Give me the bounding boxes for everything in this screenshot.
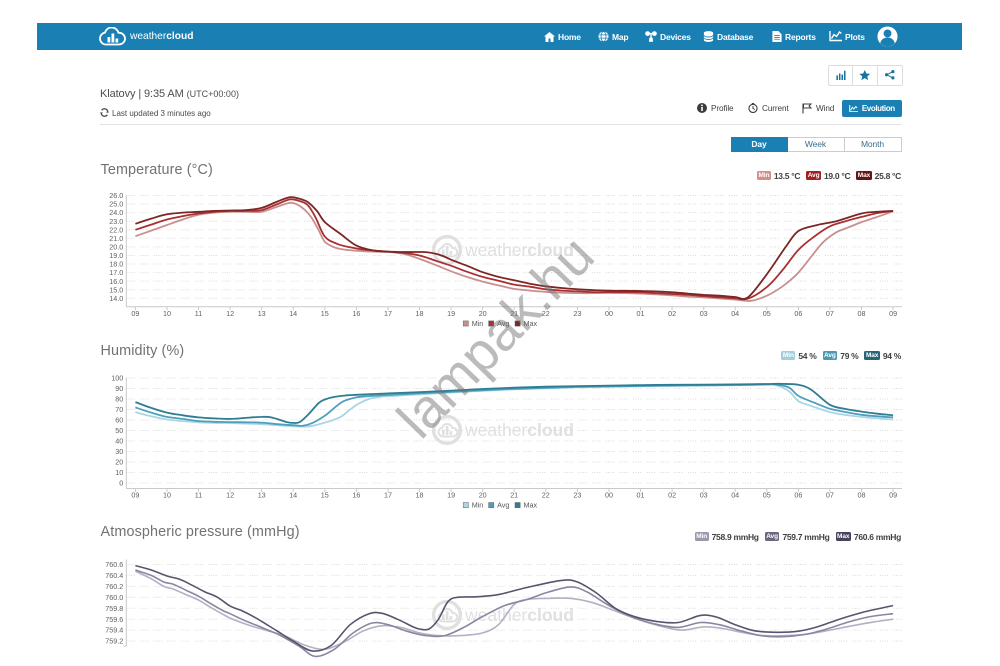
svg-text:17: 17 [384, 491, 392, 500]
svg-text:Min: Min [472, 501, 484, 510]
svg-text:19.0: 19.0 [109, 251, 123, 260]
svg-text:23.0: 23.0 [109, 217, 123, 226]
svg-text:01: 01 [637, 309, 645, 318]
svg-text:760.2: 760.2 [105, 582, 123, 591]
svg-text:03: 03 [700, 309, 708, 318]
svg-text:07: 07 [826, 309, 834, 318]
svg-text:60: 60 [115, 416, 123, 425]
svg-text:14: 14 [289, 309, 297, 318]
svg-text:20.0: 20.0 [109, 243, 123, 252]
svg-text:weathercloud: weathercloud [464, 605, 573, 625]
svg-text:18: 18 [416, 309, 424, 318]
svg-text:14.0: 14.0 [109, 294, 123, 303]
svg-text:759.8: 759.8 [105, 604, 123, 613]
svg-text:06: 06 [794, 309, 802, 318]
svg-text:24.0: 24.0 [109, 208, 123, 217]
svg-text:Min: Min [472, 319, 484, 328]
svg-text:06: 06 [794, 491, 802, 500]
svg-text:17.0: 17.0 [109, 268, 123, 277]
svg-text:19: 19 [447, 491, 455, 500]
svg-text:10: 10 [163, 309, 171, 318]
svg-text:00: 00 [605, 309, 613, 318]
svg-text:18: 18 [416, 491, 424, 500]
svg-text:12: 12 [226, 491, 234, 500]
svg-text:18.0: 18.0 [109, 260, 123, 269]
svg-text:02: 02 [668, 309, 676, 318]
svg-text:09: 09 [889, 491, 897, 500]
svg-text:759.4: 759.4 [105, 626, 123, 635]
svg-text:15.0: 15.0 [109, 285, 123, 294]
svg-text:40: 40 [115, 437, 123, 446]
svg-text:00: 00 [605, 491, 613, 500]
svg-text:04: 04 [731, 309, 739, 318]
svg-text:100: 100 [111, 374, 123, 383]
svg-text:0: 0 [119, 479, 123, 488]
svg-text:01: 01 [637, 491, 645, 500]
svg-text:Avg: Avg [497, 501, 509, 510]
svg-text:20: 20 [479, 491, 487, 500]
svg-text:22.0: 22.0 [109, 225, 123, 234]
svg-text:07: 07 [826, 491, 834, 500]
svg-text:21: 21 [510, 309, 518, 318]
svg-text:weathercloud: weathercloud [464, 240, 573, 260]
svg-text:12: 12 [226, 309, 234, 318]
svg-text:09: 09 [131, 309, 139, 318]
svg-text:26.0: 26.0 [109, 191, 123, 200]
svg-text:weathercloud: weathercloud [464, 420, 573, 440]
svg-text:02: 02 [668, 491, 676, 500]
svg-text:22: 22 [542, 309, 550, 318]
svg-text:05: 05 [763, 491, 771, 500]
svg-text:17: 17 [384, 309, 392, 318]
svg-text:22: 22 [542, 491, 550, 500]
svg-text:16: 16 [352, 309, 360, 318]
svg-text:Avg: Avg [497, 319, 509, 328]
svg-text:Max: Max [524, 501, 538, 510]
svg-text:760.0: 760.0 [105, 593, 123, 602]
svg-text:15: 15 [321, 309, 329, 318]
svg-text:21: 21 [510, 491, 518, 500]
svg-text:14: 14 [289, 491, 297, 500]
svg-text:03: 03 [700, 491, 708, 500]
svg-text:30: 30 [115, 447, 123, 456]
svg-text:20: 20 [115, 458, 123, 467]
svg-text:11: 11 [195, 491, 202, 500]
svg-text:20: 20 [479, 309, 487, 318]
svg-text:21.0: 21.0 [109, 234, 123, 243]
svg-text:13: 13 [258, 491, 266, 500]
svg-text:Max: Max [524, 319, 538, 328]
svg-text:90: 90 [115, 384, 123, 393]
svg-text:10: 10 [115, 468, 123, 477]
svg-text:23: 23 [573, 309, 581, 318]
svg-text:09: 09 [131, 491, 139, 500]
svg-text:23: 23 [573, 491, 581, 500]
svg-text:15: 15 [321, 491, 329, 500]
svg-text:08: 08 [858, 309, 866, 318]
svg-text:04: 04 [731, 491, 739, 500]
svg-text:05: 05 [763, 309, 771, 318]
svg-text:80: 80 [115, 395, 123, 404]
svg-text:13: 13 [258, 309, 266, 318]
svg-text:760.6: 760.6 [105, 560, 123, 569]
svg-text:16.0: 16.0 [109, 277, 123, 286]
svg-text:10: 10 [163, 491, 171, 500]
svg-text:11: 11 [195, 309, 202, 318]
svg-text:08: 08 [858, 491, 866, 500]
svg-text:25.0: 25.0 [109, 200, 123, 209]
svg-text:70: 70 [115, 405, 123, 414]
svg-text:19: 19 [447, 309, 455, 318]
svg-text:50: 50 [115, 426, 123, 435]
svg-text:759.6: 759.6 [105, 615, 123, 624]
svg-text:16: 16 [352, 491, 360, 500]
svg-text:760.4: 760.4 [105, 571, 123, 580]
svg-text:09: 09 [889, 309, 897, 318]
svg-text:759.2: 759.2 [105, 637, 123, 646]
